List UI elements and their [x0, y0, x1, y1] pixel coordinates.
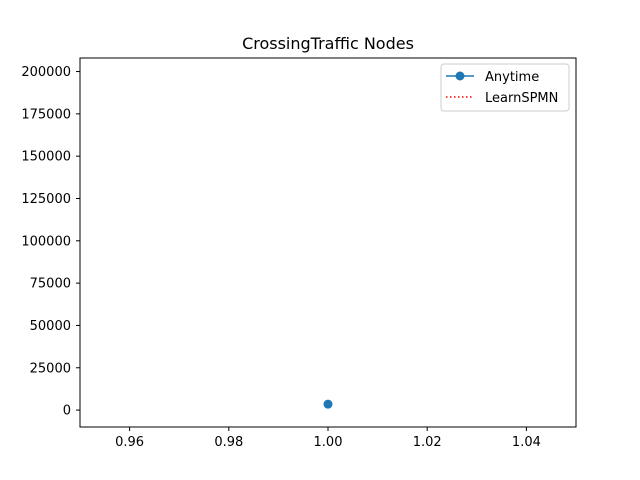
- plot-area: [79, 57, 577, 428]
- y-axis: 0 25000 50000 75000 100000 125000 150000 175000…: [21, 65, 80, 419]
- y-tick-label: 150000: [21, 150, 71, 165]
- x-tick-label: 0.98: [214, 435, 243, 450]
- legend-anytime-marker: [455, 71, 465, 81]
- y-tick-label: 125000: [21, 192, 71, 207]
- x-tick-label: 1.00: [314, 435, 343, 450]
- legend-label-learnspmn: LearnSPMN: [485, 91, 558, 106]
- y-tick-label: 50000: [30, 319, 71, 334]
- x-tick-label: 1.02: [413, 435, 442, 450]
- y-tick-label: 0: [63, 404, 71, 419]
- y-tick-label: 100000: [21, 234, 71, 249]
- chart-title: CrossingTraffic Nodes: [242, 34, 414, 53]
- x-axis: 0.96 0.98 1.00 1.02 1.04: [115, 427, 541, 450]
- legend-label-anytime: Anytime: [485, 70, 539, 85]
- y-tick-label: 200000: [21, 65, 71, 80]
- x-tick-label: 1.04: [512, 435, 541, 450]
- x-tick-label: 0.96: [115, 435, 144, 450]
- y-tick-label: 175000: [21, 107, 71, 122]
- data-point-anytime: [323, 399, 333, 409]
- y-tick-label: 75000: [30, 277, 71, 292]
- series-layer: [323, 399, 333, 409]
- y-tick-label: 25000: [30, 361, 71, 376]
- legend: Anytime LearnSPMN: [440, 63, 570, 112]
